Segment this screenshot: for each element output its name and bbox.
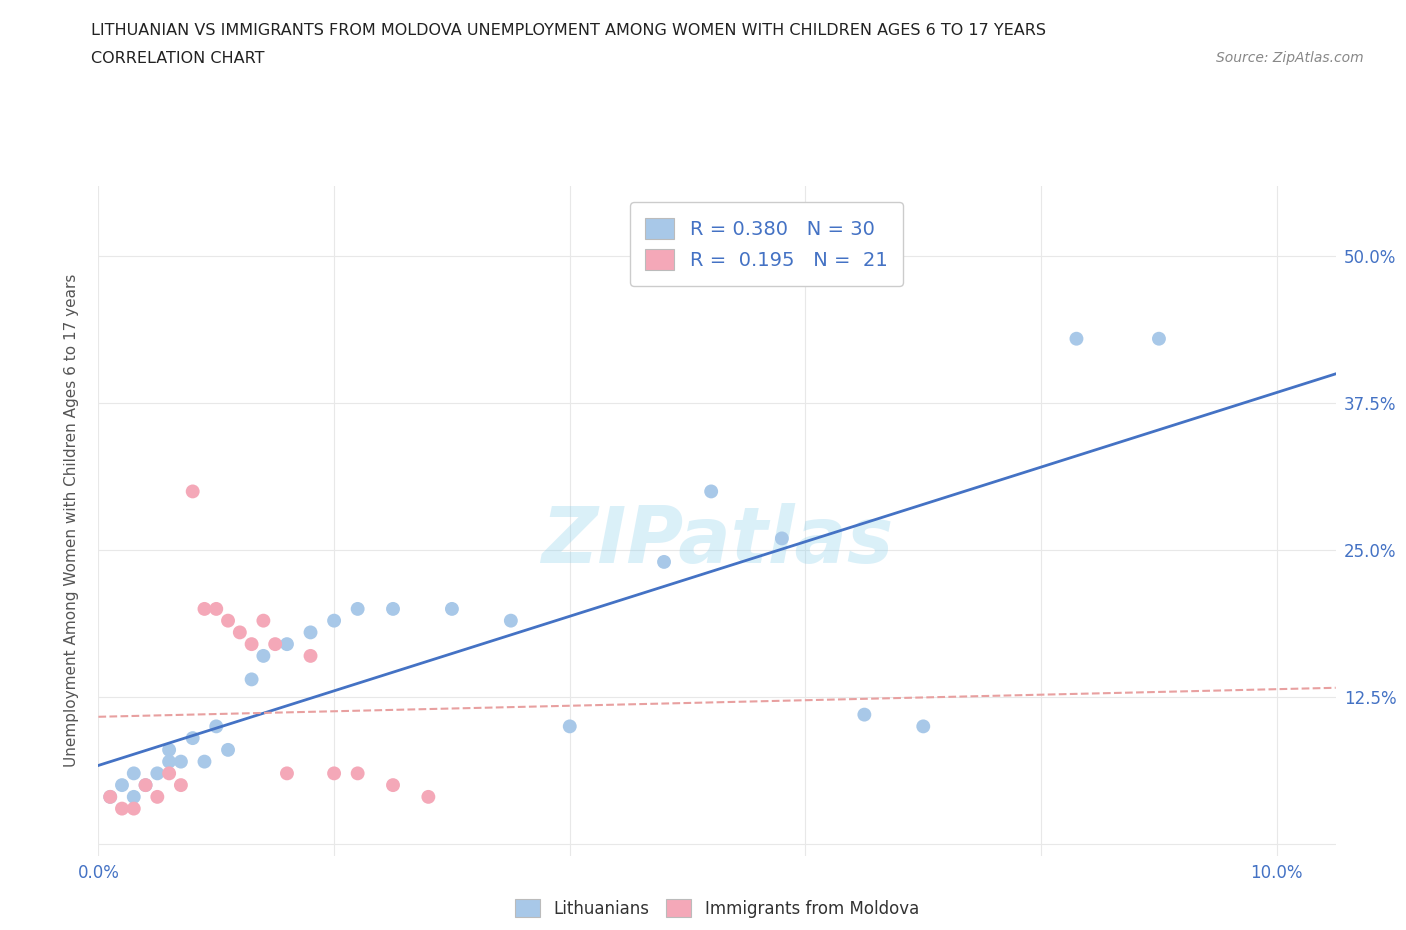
Point [170,754,193,769]
Text: CORRELATION CHART: CORRELATION CHART [91,51,264,66]
Point [217,742,239,757]
Legend: Lithuanians, Immigrants from Moldova: Lithuanians, Immigrants from Moldova [509,893,925,924]
Point [170,777,193,792]
Y-axis label: Unemployment Among Women with Children Ages 6 to 17 years: Unemployment Among Women with Children A… [65,274,79,767]
Point [240,672,263,687]
Point [346,766,368,781]
Point [122,801,145,816]
Point [276,766,298,781]
Point [181,484,204,498]
Point [229,625,252,640]
Point [252,613,274,628]
Point [135,777,157,792]
Point [135,777,157,792]
Point [240,637,263,652]
Point [122,790,145,804]
Point [146,790,169,804]
Point [853,707,876,722]
Point [323,613,346,628]
Point [111,801,134,816]
Point [912,719,935,734]
Point [205,602,228,617]
Point [558,719,581,734]
Point [217,613,239,628]
Text: LITHUANIAN VS IMMIGRANTS FROM MOLDOVA UNEMPLOYMENT AMONG WOMEN WITH CHILDREN AGE: LITHUANIAN VS IMMIGRANTS FROM MOLDOVA UN… [91,23,1046,38]
Point [770,531,793,546]
Point [499,613,522,628]
Point [652,554,675,569]
Point [157,754,180,769]
Point [181,731,204,746]
Point [193,602,215,617]
Point [264,637,287,652]
Point [700,484,723,498]
Point [440,602,463,617]
Point [98,790,121,804]
Point [252,648,274,663]
Point [299,625,322,640]
Point [1147,331,1170,346]
Point [193,754,215,769]
Point [418,790,440,804]
Text: Source: ZipAtlas.com: Source: ZipAtlas.com [1216,51,1364,65]
Point [276,637,298,652]
Point [98,790,121,804]
Point [205,719,228,734]
Point [382,777,405,792]
Point [323,766,346,781]
Point [382,602,405,617]
Point [157,742,180,757]
Point [146,766,169,781]
Point [122,766,145,781]
Point [346,602,368,617]
Point [111,777,134,792]
Point [299,648,322,663]
Point [1066,331,1088,346]
Text: ZIPatlas: ZIPatlas [541,503,893,578]
Point [157,766,180,781]
